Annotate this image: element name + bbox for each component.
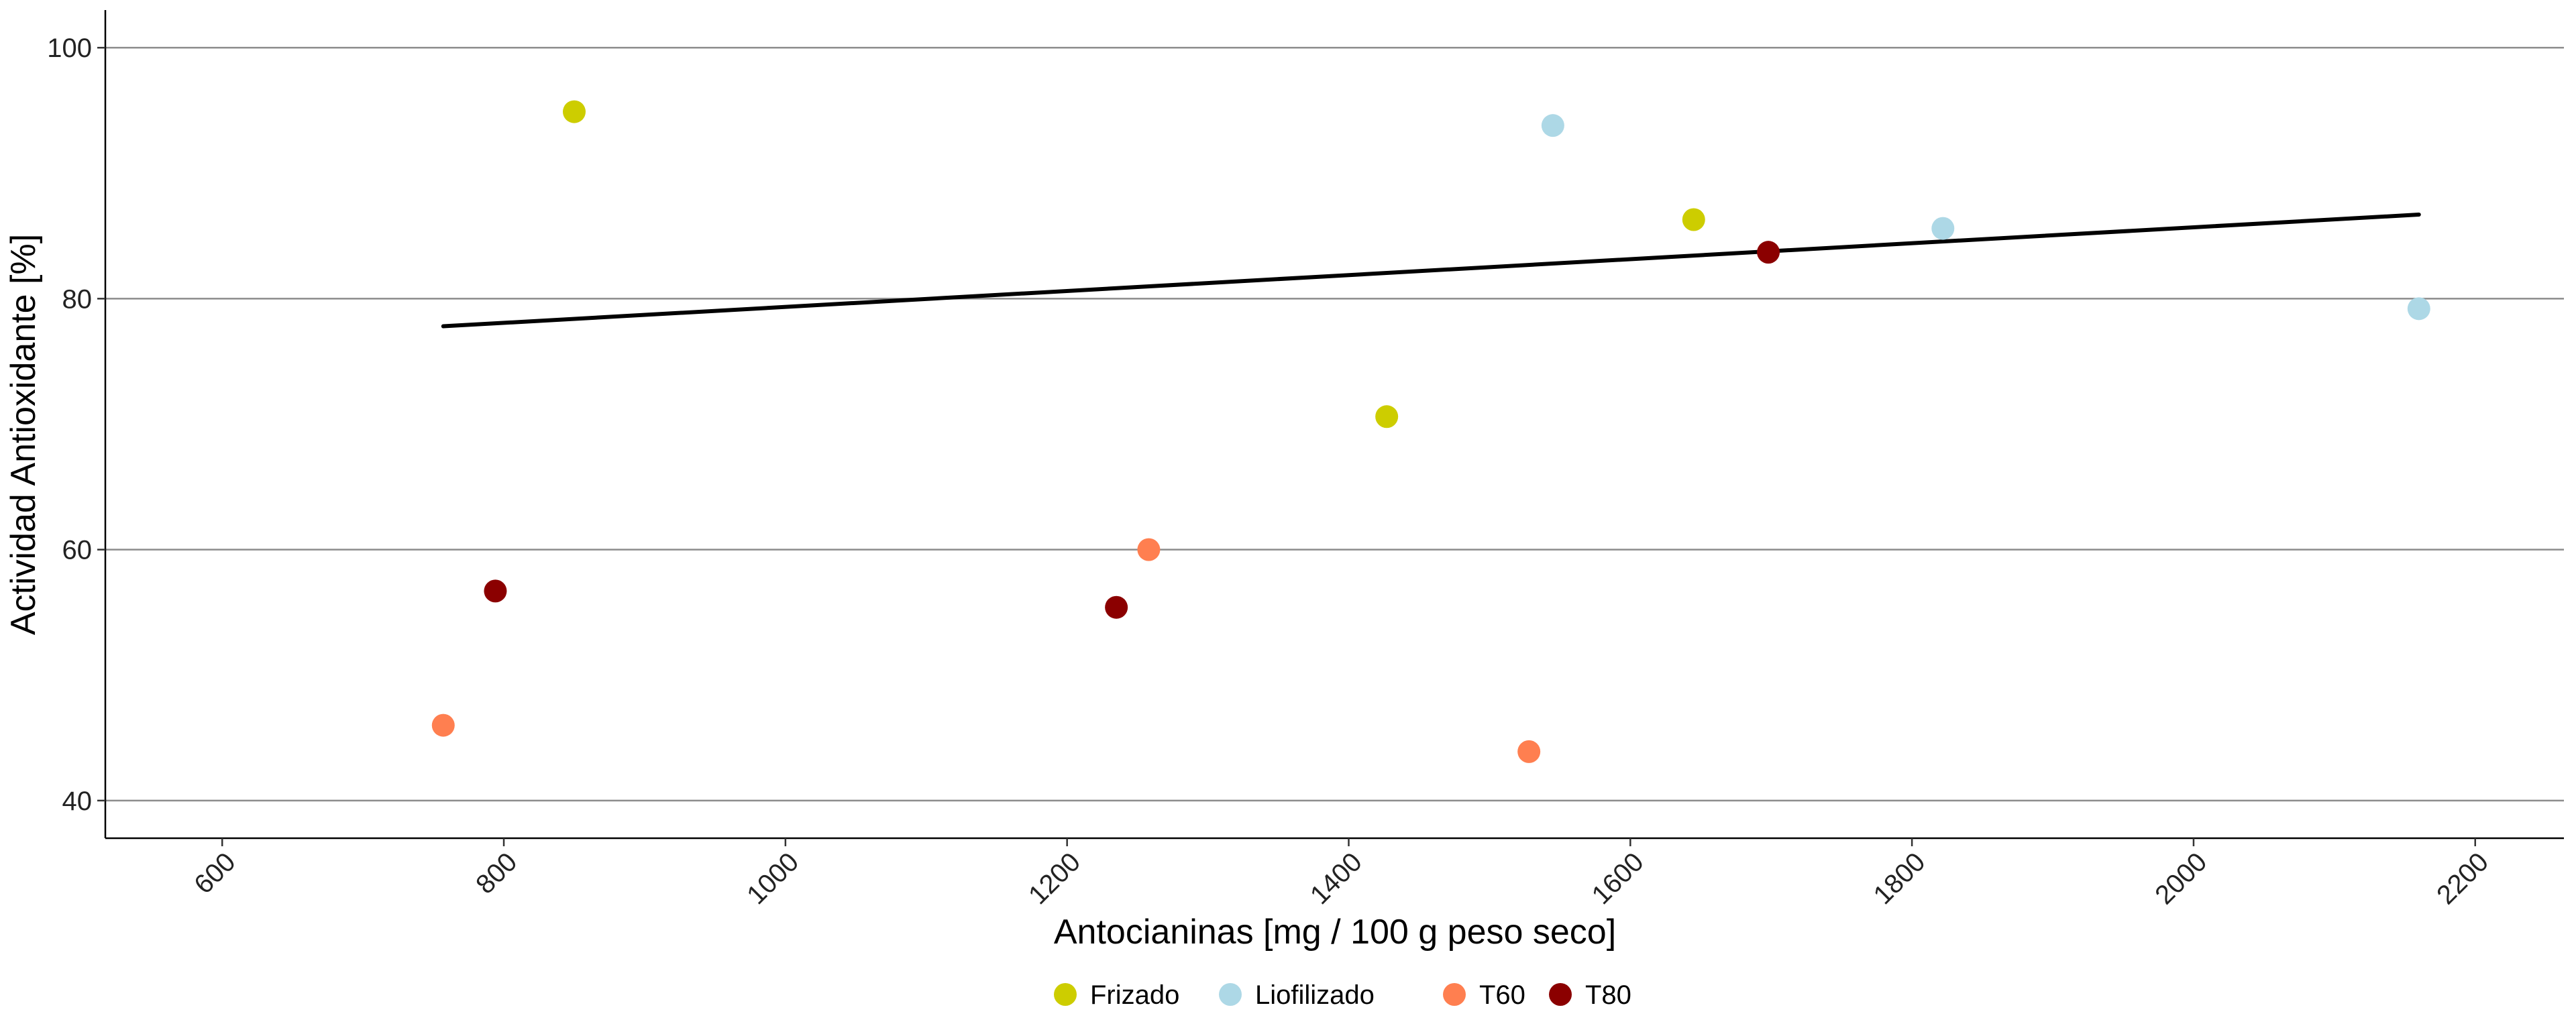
x-tick-label-1200: 1200 (1023, 847, 1086, 910)
y-axis-ticks: 40 60 80 100 (47, 34, 105, 816)
legend-key-t80 (1549, 983, 1572, 1006)
x-tick-label-1000: 1000 (741, 847, 804, 910)
point-liofilizado-1 (1541, 114, 1564, 137)
legend-label-frizado: Frizado (1090, 980, 1179, 1010)
point-t60-1 (431, 713, 455, 737)
x-tick-label-800: 800 (470, 847, 523, 899)
legend-key-frizado (1054, 983, 1077, 1006)
y-tick-label-100: 100 (47, 34, 92, 63)
x-tick-label-2000: 2000 (2149, 847, 2212, 910)
x-tick-label-1800: 1800 (1868, 847, 1931, 910)
legend-label-t80: T80 (1585, 980, 1631, 1010)
y-tick-label-80: 80 (62, 284, 93, 314)
grid-lines (105, 46, 2564, 802)
trend-line-group (441, 213, 2421, 329)
legend-label-liofilizado: Liofilizado (1255, 980, 1375, 1010)
point-t60-3 (1517, 740, 1541, 763)
x-tick-label-1400: 1400 (1305, 847, 1368, 910)
x-tick-label-2200: 2200 (2431, 847, 2494, 910)
x-axis-title: Antocianinas [mg / 100 g peso seco] (1054, 913, 1616, 952)
x-tick-label-1600: 1600 (1587, 847, 1650, 910)
trend-line (441, 213, 2421, 329)
point-t80-2 (1105, 595, 1128, 619)
point-liofilizado-2 (1931, 217, 1955, 240)
legend-label-t60: T60 (1479, 980, 1525, 1010)
legend: Frizado Liofilizado T60 T80 (1054, 980, 1631, 1010)
y-tick-label-40: 40 (62, 787, 93, 816)
y-tick-label-60: 60 (62, 536, 93, 565)
data-points (431, 100, 2430, 763)
point-t80-1 (484, 579, 507, 603)
axes (104, 10, 2564, 840)
point-frizado-3 (1682, 208, 1705, 231)
point-t60-2 (1137, 538, 1161, 561)
x-tick-label-600: 600 (189, 847, 241, 899)
x-axis-ticks: 600 800 1000 1200 1400 1600 1800 2000 2200 (189, 838, 2494, 910)
point-frizado-2 (1375, 405, 1399, 428)
legend-key-liofilizado (1219, 983, 1242, 1006)
point-t80-3 (1757, 241, 1780, 264)
legend-key-t60 (1443, 983, 1466, 1006)
y-axis-title: Actividad Antioxidante [%] (4, 234, 43, 635)
point-liofilizado-3 (2407, 297, 2430, 321)
point-frizado-1 (562, 100, 586, 123)
